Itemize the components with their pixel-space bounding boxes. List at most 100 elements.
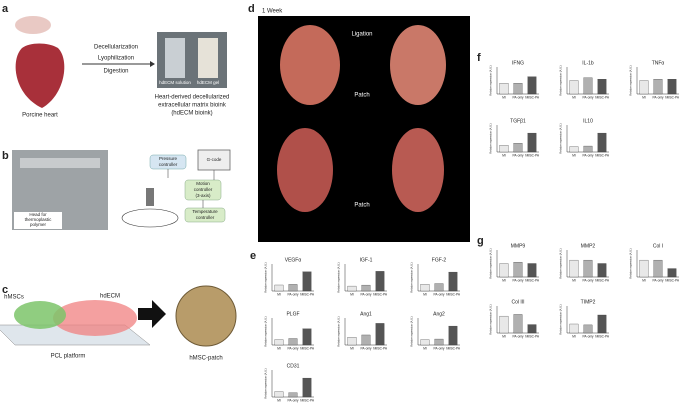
x-tick-label: MI — [642, 95, 646, 99]
bar — [288, 284, 298, 292]
bar — [375, 323, 385, 346]
x-tick-label: hMSC-PA — [595, 153, 610, 157]
bar — [653, 79, 663, 95]
box-label: controller — [194, 187, 213, 192]
chart-title: IL10 — [583, 118, 593, 124]
x-tick-label: PA-only — [583, 334, 594, 338]
bar — [448, 271, 458, 292]
x-tick-label: MI — [572, 95, 576, 99]
x-tick-label: MI — [277, 398, 281, 402]
label: 1 Week — [262, 9, 283, 15]
bar — [597, 314, 607, 334]
chart-title: PLGF — [286, 311, 299, 317]
bar — [667, 79, 677, 95]
heart — [390, 25, 446, 105]
bar — [302, 271, 312, 292]
caption: Heart-derived decellularized — [155, 95, 230, 101]
label: hdECM — [100, 294, 120, 300]
x-tick-label: MI — [350, 292, 354, 296]
bar — [597, 79, 607, 95]
x-tick-label: hMSC-PA — [446, 346, 461, 350]
x-tick-label: PA-only — [583, 95, 594, 99]
bar — [274, 339, 284, 346]
bar — [361, 334, 371, 346]
vial-label: hdECM solution — [159, 80, 191, 85]
box-label: G-code — [207, 157, 222, 162]
x-tick-label: PA-only — [434, 292, 445, 296]
x-tick-label: MI — [572, 153, 576, 157]
y-axis-label: Relative expression (A.U.) — [559, 304, 563, 334]
bar — [513, 314, 523, 334]
x-tick-label: hMSC-PA — [595, 334, 610, 338]
bar — [569, 259, 579, 278]
x-tick-label: PA-only — [653, 95, 664, 99]
heart — [392, 128, 444, 212]
bar — [597, 132, 607, 153]
patch-photo — [175, 285, 237, 347]
x-tick-label: PA-only — [513, 334, 524, 338]
panel-label: e — [250, 250, 256, 262]
box-label: Temperature — [192, 209, 218, 214]
bar — [569, 323, 579, 334]
bar — [347, 337, 357, 346]
panel-label: c — [2, 284, 8, 296]
x-tick-label: MI — [502, 334, 506, 338]
label: polymer — [30, 222, 47, 227]
x-tick-label: PA-only — [361, 292, 372, 296]
step: Decellularization — [94, 45, 138, 51]
bar — [499, 315, 509, 334]
x-tick-label: PA-only — [288, 292, 299, 296]
x-tick-label: MI — [423, 346, 427, 350]
pig-icon — [15, 16, 51, 34]
panel-label: b — [2, 150, 9, 162]
step: Digestion — [103, 69, 128, 75]
x-tick-label: PA-only — [583, 153, 594, 157]
chart-title: IFNG — [512, 60, 524, 66]
chart-title: TGFβ1 — [510, 118, 526, 124]
panel-label: f — [477, 52, 481, 64]
panel-a: Porcine heart Decellularization Lyophili… — [15, 16, 229, 119]
x-tick-label: hMSC-PA — [665, 278, 680, 282]
bar — [513, 261, 523, 278]
y-axis-label: Relative expression (A.U.) — [410, 316, 414, 346]
bar — [347, 285, 357, 292]
label: hMSCs — [4, 295, 24, 301]
x-tick-label: hMSC-PA — [446, 292, 461, 296]
bar — [375, 271, 385, 292]
bar — [667, 268, 677, 278]
x-tick-label: hMSC-PA — [300, 346, 315, 350]
y-axis-label: Relative expression (A.U.) — [337, 262, 341, 292]
chart-title: TIMP2 — [581, 299, 596, 305]
x-tick-label: MI — [572, 334, 576, 338]
chart-title: CD31 — [287, 363, 300, 369]
label: hMSC-patch — [189, 356, 222, 362]
heart — [277, 128, 333, 212]
x-tick-label: PA-only — [513, 153, 524, 157]
panel-label: a — [2, 3, 9, 15]
x-tick-label: PA-only — [434, 346, 445, 350]
chart-title: Col I — [653, 243, 663, 249]
heart-photo — [15, 43, 65, 108]
y-axis-label: Relative expression (A.U.) — [559, 123, 563, 153]
y-axis-label: Relative expression (A.U.) — [489, 248, 493, 278]
y-axis-label: Relative expression (A.U.) — [264, 262, 268, 292]
step: Lyophilization — [98, 56, 134, 62]
y-axis-label: Relative expression (A.U.) — [489, 65, 493, 95]
x-tick-label: PA-only — [583, 278, 594, 282]
x-tick-label: hMSC-PA — [525, 153, 540, 157]
caption: Porcine heart — [22, 113, 58, 119]
bar — [288, 392, 298, 398]
bar — [302, 328, 312, 346]
x-tick-label: PA-only — [513, 278, 524, 282]
vial — [198, 38, 218, 78]
box-label: Pressure — [159, 156, 178, 161]
y-axis-label: Relative expression (A.U.) — [264, 316, 268, 346]
x-tick-label: PA-only — [288, 398, 299, 402]
bar — [499, 263, 509, 278]
x-tick-label: MI — [642, 278, 646, 282]
print-grid — [121, 208, 179, 228]
box-label: controller — [196, 215, 215, 220]
connector — [167, 169, 215, 208]
chart-title: VEGFα — [285, 257, 302, 263]
x-tick-label: MI — [572, 278, 576, 282]
